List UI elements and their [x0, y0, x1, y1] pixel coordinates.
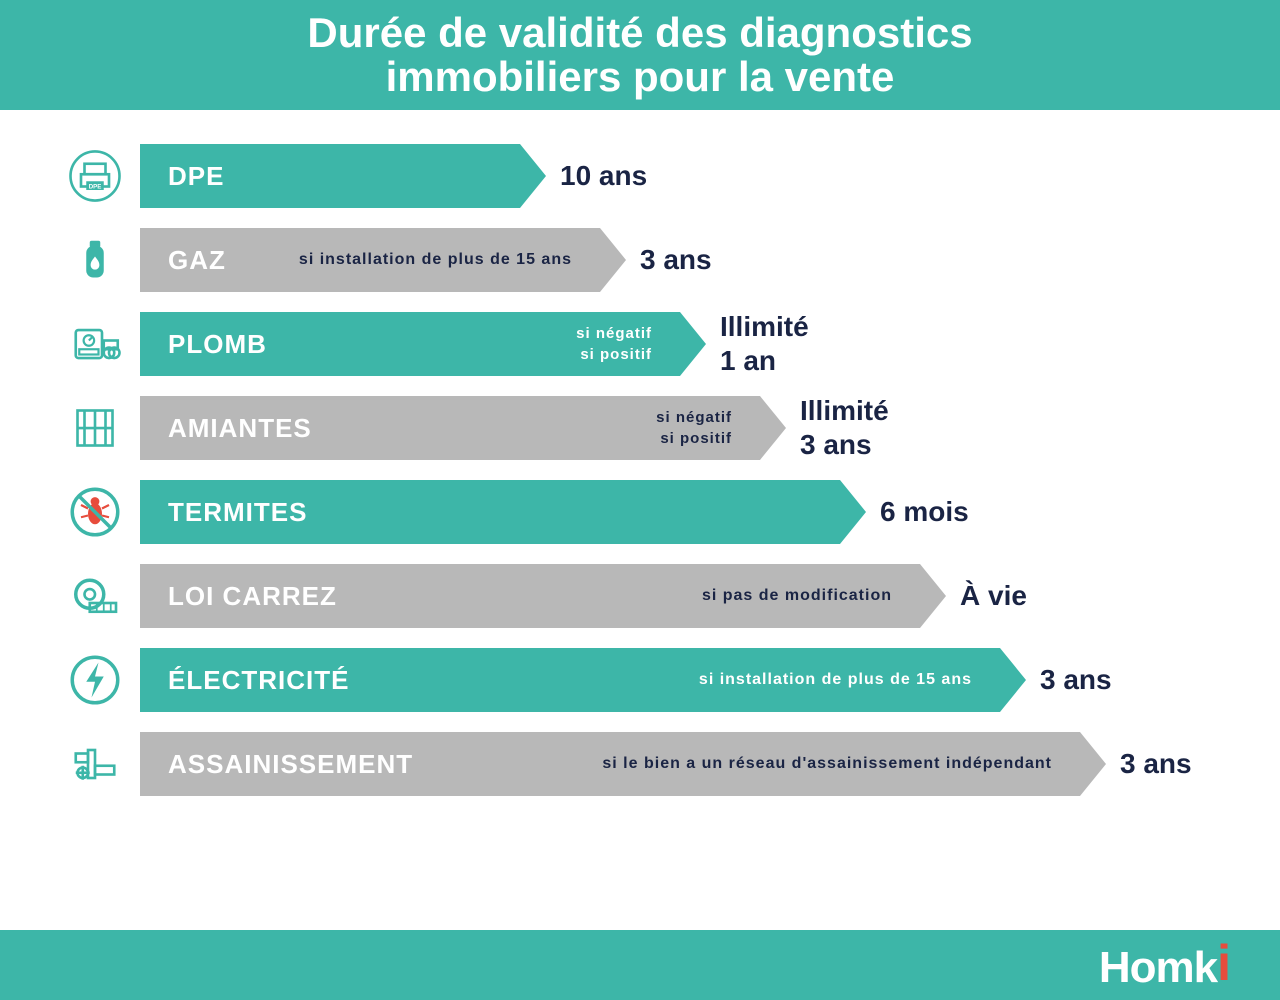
condition-line: si pas de modification: [702, 585, 892, 607]
value-line: 10 ans: [560, 159, 647, 193]
diagnostic-row-gaz: GAZ si installation de plus de 15 ans 3 an…: [50, 224, 1230, 296]
values-assain: 3 ans: [1120, 747, 1192, 781]
bar-label: ASSAINISSEMENT: [168, 749, 413, 780]
value-line: 3 ans: [640, 243, 712, 277]
bar-label: GAZ: [168, 245, 226, 276]
value-line: 3 ans: [1040, 663, 1112, 697]
condition-line: si installation de plus de 15 ans: [299, 249, 572, 271]
condition-line: si négatif: [656, 407, 732, 428]
bar-label: ÉLECTRICITÉ: [168, 665, 349, 696]
infographic-root: Durée de validité des diagnostics immobi…: [0, 0, 1280, 1000]
footer-banner: Homki: [0, 930, 1280, 1000]
bar-label: PLOMB: [168, 329, 267, 360]
meter-icon: [50, 316, 140, 372]
header-title-line2: immobiliers pour la vente: [386, 53, 895, 100]
bar-carrez: LOI CARREZ si pas de modification: [140, 564, 920, 628]
header-title-line1: Durée de validité des diagnostics: [307, 9, 972, 56]
value-line: À vie: [960, 579, 1027, 613]
value-line: Illimité: [800, 394, 889, 428]
header-title: Durée de validité des diagnostics immobi…: [307, 11, 972, 99]
bar-amiantes: AMIANTES si négatifsi positif: [140, 396, 760, 460]
bar-conditions: si installation de plus de 15 ans: [699, 669, 980, 691]
bar-wrap: TERMITES: [140, 480, 840, 544]
values-dpe: 10 ans: [560, 159, 647, 193]
bar-wrap: ASSAINISSEMENT si le bien a un réseau d'a…: [140, 732, 1080, 796]
bar-gaz: GAZ si installation de plus de 15 ans: [140, 228, 600, 292]
header-banner: Durée de validité des diagnostics immobi…: [0, 0, 1280, 110]
bar-wrap: PLOMB si négatifsi positif: [140, 312, 680, 376]
bar-wrap: DPE: [140, 144, 520, 208]
values-plomb: Illimité1 an: [720, 310, 809, 377]
gas-icon: [50, 232, 140, 288]
values-amiantes: Illimité3 ans: [800, 394, 889, 461]
bar-assain: ASSAINISSEMENT si le bien a un réseau d'a…: [140, 732, 1080, 796]
rows-container: DPE DPE 10 ans GAZ si installation de plus d…: [0, 110, 1280, 800]
value-line: 6 mois: [880, 495, 969, 529]
bar-conditions: si négatifsi positif: [576, 323, 660, 365]
condition-line: si négatif: [576, 323, 652, 344]
diagnostic-row-dpe: DPE DPE 10 ans: [50, 140, 1230, 212]
diagnostic-row-amiantes: AMIANTES si négatifsi positif Illimité3 an…: [50, 392, 1230, 464]
condition-line: si le bien a un réseau d'assainissement …: [602, 753, 1052, 775]
diagnostic-row-plomb: PLOMB si négatifsi positif Illimité1 an: [50, 308, 1230, 380]
panel-icon: [50, 400, 140, 456]
bar-conditions: si le bien a un réseau d'assainissement …: [602, 753, 1060, 775]
bar-label: DPE: [168, 161, 224, 192]
diagnostic-row-termites: TERMITES 6 mois: [50, 476, 1230, 548]
condition-line: si positif: [576, 344, 652, 365]
bar-dpe: DPE: [140, 144, 520, 208]
bar-wrap: ÉLECTRICITÉ si installation de plus de 15…: [140, 648, 1000, 712]
value-line: Illimité: [720, 310, 809, 344]
brand-logo: Homki: [1099, 936, 1230, 994]
values-gaz: 3 ans: [640, 243, 712, 277]
diagnostic-row-assain: ASSAINISSEMENT si le bien a un réseau d'a…: [50, 728, 1230, 800]
value-line: 3 ans: [800, 428, 889, 462]
condition-line: si positif: [656, 428, 732, 449]
bar-elec: ÉLECTRICITÉ si installation de plus de 15…: [140, 648, 1000, 712]
values-carrez: À vie: [960, 579, 1027, 613]
svg-text:DPE: DPE: [89, 183, 102, 190]
printer-icon: DPE: [50, 148, 140, 204]
condition-line: si installation de plus de 15 ans: [699, 669, 972, 691]
bar-conditions: si négatifsi positif: [656, 407, 740, 449]
tape-icon: [50, 568, 140, 624]
bar-conditions: si pas de modification: [702, 585, 900, 607]
bar-wrap: LOI CARREZ si pas de modification: [140, 564, 920, 628]
bar-label: TERMITES: [168, 497, 307, 528]
values-elec: 3 ans: [1040, 663, 1112, 697]
diagnostic-row-elec: ÉLECTRICITÉ si installation de plus de 15…: [50, 644, 1230, 716]
bar-termites: TERMITES: [140, 480, 840, 544]
diagnostic-row-carrez: LOI CARREZ si pas de modification À vie: [50, 560, 1230, 632]
brand-logo-accent: i: [1217, 935, 1230, 991]
bug-icon: [50, 484, 140, 540]
bar-wrap: AMIANTES si négatifsi positif: [140, 396, 760, 460]
bolt-icon: [50, 652, 140, 708]
value-line: 1 an: [720, 344, 809, 378]
values-termites: 6 mois: [880, 495, 969, 529]
bar-plomb: PLOMB si négatifsi positif: [140, 312, 680, 376]
pipes-icon: [50, 736, 140, 792]
value-line: 3 ans: [1120, 747, 1192, 781]
bar-wrap: GAZ si installation de plus de 15 ans: [140, 228, 600, 292]
bar-conditions: si installation de plus de 15 ans: [299, 249, 580, 271]
bar-label: LOI CARREZ: [168, 581, 337, 612]
bar-label: AMIANTES: [168, 413, 312, 444]
brand-logo-text: Homk: [1099, 943, 1217, 992]
